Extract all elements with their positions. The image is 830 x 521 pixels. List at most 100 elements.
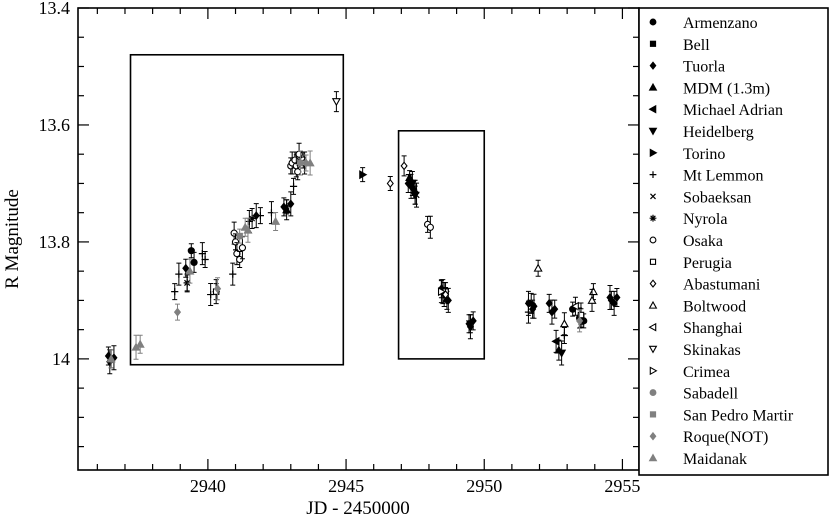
legend-entry: Skinakas [648,342,741,359]
y-axis-label: R Magnitude [2,189,23,289]
data-point [587,295,597,304]
data-point [441,290,450,300]
legend-label: Shanghai [683,320,743,337]
legend-marker [649,171,657,178]
legend-label: Armenzano [683,15,758,32]
legend-label: Torino [683,146,725,163]
series-nyrola [248,199,291,230]
legend-label: Nyrola [683,211,727,228]
data-point [236,255,244,264]
series-crimea [437,280,447,304]
data-point [437,287,447,297]
legend-label: Skinakas [683,342,741,359]
data-point [400,161,408,171]
plot-frame [77,7,640,471]
data-point [230,229,238,237]
legend-entry: Mt Lemmon [649,168,763,185]
legend-label: Roque(NOT) [683,429,768,446]
data-point [545,298,553,308]
legend-label: San Pedro Martir [683,407,794,424]
legend-marker [649,214,657,222]
legend-marker [649,366,658,376]
series-san-pedro-martir [236,228,243,244]
legend-label: Michael Adrian [683,102,783,119]
x-tick-label: 2955 [604,476,640,496]
data-point [173,307,182,317]
y-tick-label: 13.4 [39,0,71,18]
legend-label: Maidanak [683,451,747,468]
data-point [413,192,420,199]
legend-marker [650,193,656,200]
legend-entry: Crimea [649,364,730,381]
legend-marker [648,345,658,354]
data-point [305,158,315,167]
legend-entry: Armenzano [649,15,758,32]
legend-entry: Roque(NOT) [649,429,768,446]
y-tick-label: 13.6 [39,115,71,135]
series-mdm-1-3m- [282,170,564,361]
data-point [287,199,295,209]
data-point [190,258,198,267]
data-point [229,270,237,278]
legend-entry: Sobaeksan [650,189,751,206]
data-point [610,298,618,308]
data-point [613,293,621,302]
x-axis-label: JD - 2450000 [306,498,409,519]
data-point [407,180,417,189]
series-heidelberg [407,170,567,366]
legend-label: Osaka [683,233,723,250]
data-point [248,214,256,223]
data-point [551,336,560,346]
data-point [171,288,179,296]
series-maidanak [106,150,315,369]
legend-label: Sabadell [683,386,739,403]
legend: Armenzano Bell Tuorla MDM (1.3m) Michael Adr… [648,15,794,468]
legend-label: Mt Lemmon [683,168,763,185]
series-shanghai [570,296,579,316]
legend-marker [648,104,657,114]
data-point [575,316,584,326]
legend-label: Perugia [683,255,732,272]
highlight-box-2 [397,130,486,360]
legend-marker [649,148,658,158]
data-point [106,354,116,363]
series-mt-lemmon [171,177,568,344]
series-abastumani [386,155,450,303]
legend-marker [649,40,657,47]
data-point [238,244,247,252]
legend-label: Heidelberg [683,124,754,141]
legend-marker [649,279,657,288]
data-point [271,216,281,225]
legend-marker [648,82,658,91]
legend-marker [649,236,657,244]
highlight-boxes [129,53,486,366]
legend-entry: MDM (1.3m) [648,80,770,97]
data-point [231,238,240,246]
legend-marker [649,389,657,397]
legend-marker [648,127,658,136]
data-point [213,284,222,294]
legend-marker [648,322,657,332]
legend-entry: Boltwood [648,298,746,315]
highlight-box-1 [129,53,345,366]
data-point [557,349,567,358]
data-points [104,91,621,375]
data-point [236,232,243,240]
legend-label: Bell [683,37,710,54]
data-point [524,308,533,316]
legend-label: Sobaeksan [683,189,751,206]
series-sobaeksan [184,182,420,293]
data-point [559,319,569,328]
series-roque-not- [173,154,584,333]
legend-entry: Shanghai [648,320,743,337]
legend-entry: Osaka [649,233,723,250]
legend-label: Crimea [683,364,730,381]
legend-entry: Maidanak [648,451,747,468]
data-point [256,212,264,220]
data-point [175,270,183,278]
data-point [533,263,543,272]
data-point [252,211,260,221]
x-tick-label: 2945 [328,476,364,496]
data-point [182,263,190,273]
data-point [570,301,579,311]
